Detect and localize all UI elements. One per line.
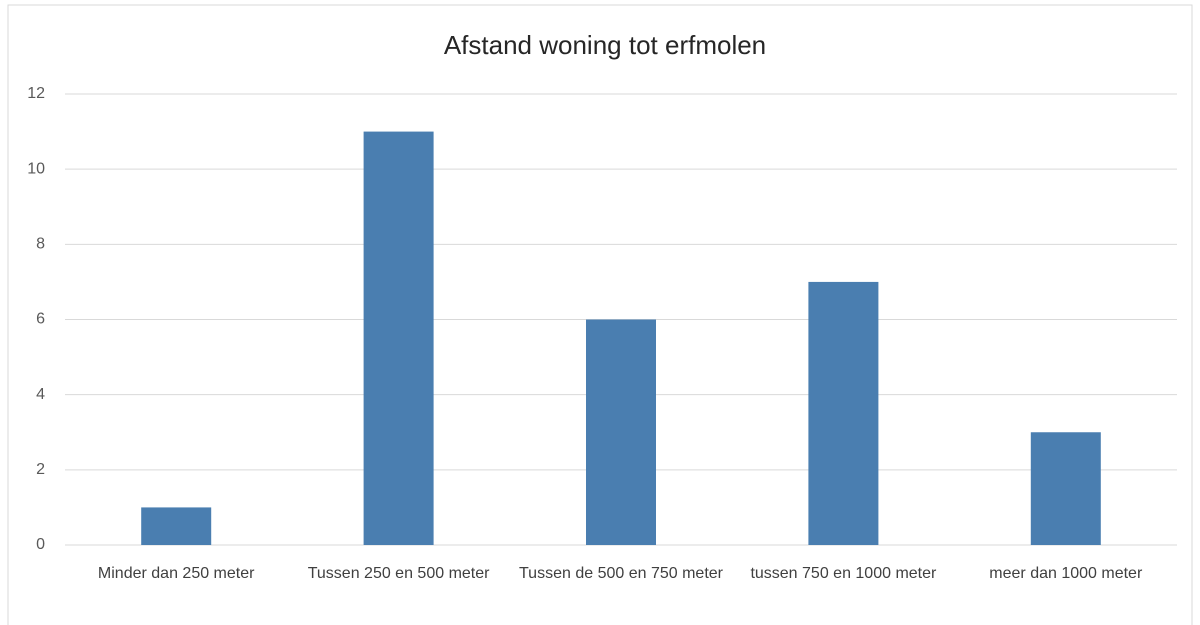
bar xyxy=(586,319,656,545)
bar xyxy=(808,281,879,545)
y-tick-label: 4 xyxy=(36,386,45,403)
x-tick-label: Minder dan 250 meter xyxy=(97,565,255,582)
y-tick-label: 10 xyxy=(27,160,45,177)
y-tick-label: 2 xyxy=(36,461,45,478)
y-tick-label: 6 xyxy=(36,311,45,328)
x-tick-label: tussen 750 en 1000 meter xyxy=(750,565,937,582)
y-tick-label: 0 xyxy=(36,536,45,553)
chart-title: Afstand woning tot erfmolen xyxy=(444,30,766,60)
bar xyxy=(141,507,212,545)
y-tick-label: 8 xyxy=(36,236,45,253)
x-tick-label: Tussen de 500 en 750 meter xyxy=(519,565,723,582)
x-tick-label: meer dan 1000 meter xyxy=(989,565,1143,582)
y-tick-label: 12 xyxy=(27,85,45,102)
bar xyxy=(1030,432,1101,545)
bar xyxy=(363,131,434,546)
x-tick-label: Tussen 250 en 500 meter xyxy=(307,565,490,582)
